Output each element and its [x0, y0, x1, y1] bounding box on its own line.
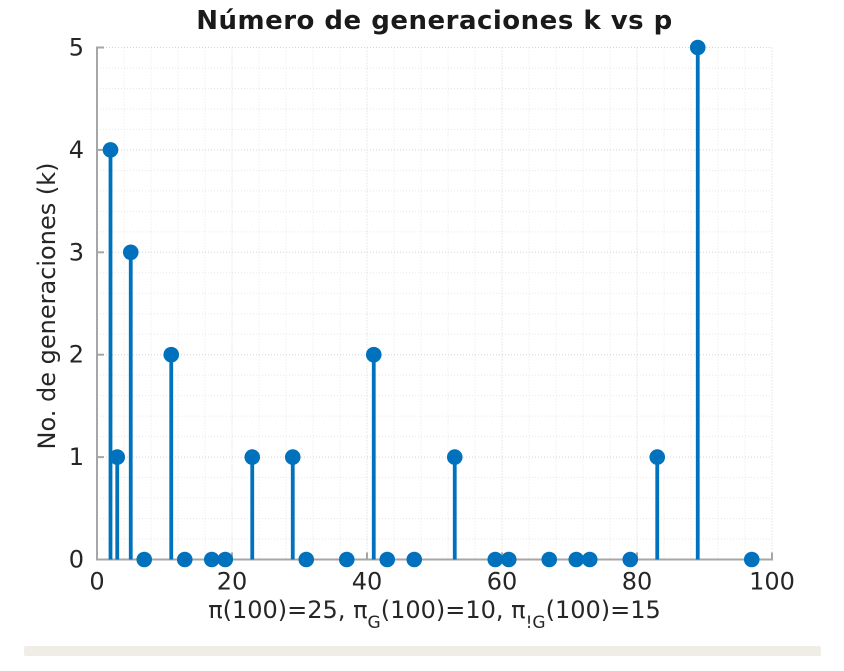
- x-axis-label-part: π(100)=25, π: [208, 596, 368, 624]
- stem-marker: [649, 449, 666, 465]
- stem-marker: [163, 346, 180, 363]
- stem-marker: [743, 551, 760, 568]
- x-axis-label-part: (100)=15: [545, 596, 661, 624]
- stem-marker: [365, 346, 382, 363]
- stem-marker: [568, 551, 585, 568]
- stem-marker: [446, 449, 463, 465]
- y-tick-label: 1: [69, 443, 84, 471]
- plot-area: 0 20 40 60 80 100 0 1 2 3 4 5: [69, 34, 795, 596]
- stem-marker: [217, 551, 234, 568]
- stem-marker: [541, 551, 558, 568]
- x-axis-label-part: (100)=10, π: [380, 596, 526, 624]
- stem-marker: [622, 551, 639, 568]
- x-tick-label: 40: [352, 568, 383, 596]
- stem-marker: [102, 142, 119, 158]
- x-tick-label: 20: [217, 568, 248, 596]
- x-axis-label-subscript: !G: [525, 613, 546, 633]
- y-axis-label: No. de generaciones (k): [33, 162, 61, 450]
- stem-marker: [500, 551, 517, 568]
- y-tick-label: 3: [69, 238, 84, 266]
- stem-marker: [406, 551, 423, 568]
- y-tick-label: 2: [69, 341, 84, 369]
- y-tick-label: 5: [69, 34, 84, 62]
- stem-marker: [487, 551, 504, 568]
- stem-marker: [379, 551, 396, 568]
- stem-marker: [176, 551, 193, 568]
- x-axis-label: π(100)=25, πG(100)=10, π!G(100)=15: [97, 596, 772, 633]
- stem-marker: [122, 244, 139, 261]
- scrollbar-track[interactable]: [24, 646, 821, 656]
- stem-marker: [203, 551, 220, 568]
- stem-marker: [244, 449, 261, 465]
- chart-title: Número de generaciones k vs p: [196, 6, 673, 36]
- stem-marker: [689, 39, 706, 56]
- x-tick-label: 80: [622, 568, 653, 596]
- x-tick-label: 60: [487, 568, 518, 596]
- y-tick-label: 0: [69, 546, 84, 574]
- stem-marker: [338, 551, 355, 568]
- stem-marker: [298, 551, 315, 568]
- x-axis-label-subscript: G: [367, 613, 381, 633]
- x-tick-label: 100: [749, 568, 795, 596]
- x-tick-label: 0: [89, 568, 104, 596]
- y-tick-label: 4: [69, 136, 84, 164]
- stem-marker: [581, 551, 598, 568]
- stem-marker: [136, 551, 153, 568]
- stem-marker: [284, 449, 301, 465]
- stem-marker: [109, 449, 126, 465]
